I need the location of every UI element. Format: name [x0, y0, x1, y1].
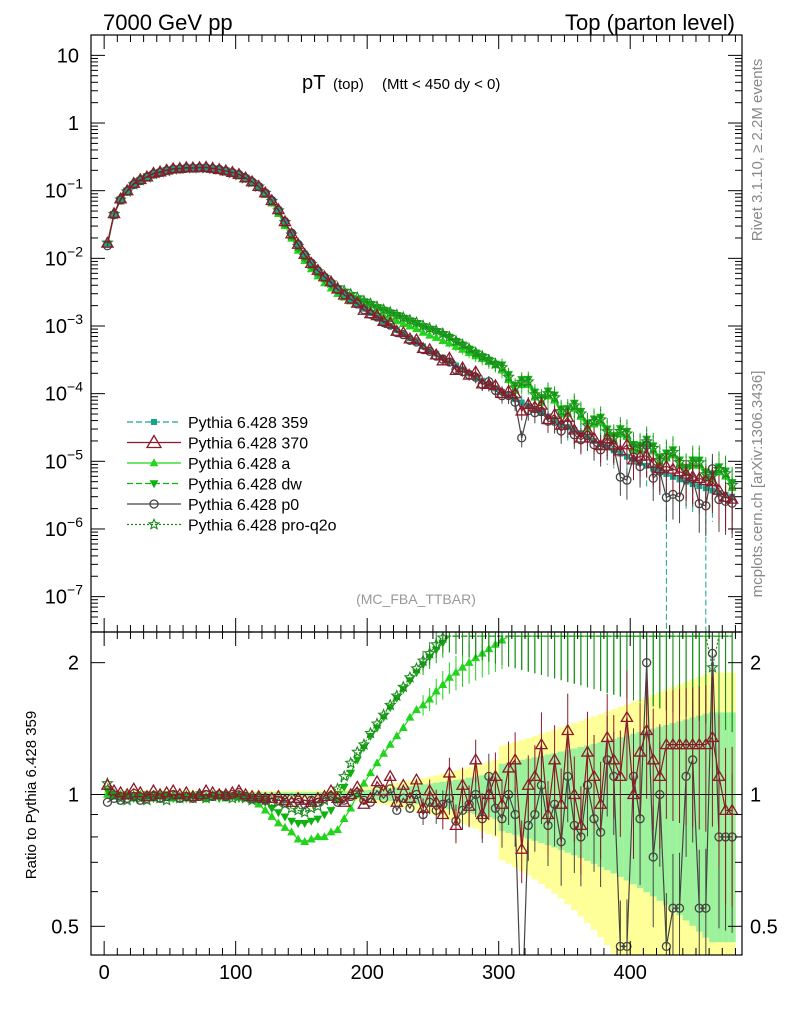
x-tick-label: 100 [219, 962, 252, 984]
legend-label: Pythia 6.428 a [188, 456, 290, 473]
legend-label: Pythia 6.428 359 [188, 415, 308, 432]
series-p359 [104, 165, 735, 632]
ratio-marker-pa [445, 673, 454, 681]
mcplots-label: mcplots.cern.ch [arXiv:1306.3436] [749, 371, 766, 598]
x-tick-label: 300 [482, 962, 515, 984]
y-tick-label: 10−5 [45, 446, 83, 473]
ratio-y-tick-label-left: 0.5 [51, 916, 79, 938]
ratio-marker-pa [340, 814, 349, 822]
ratio-marker-pa [320, 832, 329, 840]
ratio-marker-pa [281, 823, 290, 831]
legend-item-pp0: Pythia 6.428 p0 [127, 497, 299, 514]
x-tick-label: 400 [614, 962, 647, 984]
ratio-marker-pdw [327, 807, 336, 815]
y-tick-label: 10−6 [45, 514, 83, 541]
main-plot-area [102, 162, 738, 632]
y-tick-label: 10−2 [45, 243, 83, 270]
ratio-marker-pa [287, 827, 296, 835]
ratio-marker-pdw [281, 813, 290, 821]
ratio-marker-pa [452, 668, 461, 676]
legend-marker [147, 436, 161, 448]
analysis-tag: (MC_FBA_TTBAR) [356, 591, 476, 607]
ratio-marker-pdw [320, 811, 329, 819]
y-tick-label: 10−7 [45, 582, 83, 609]
ratio-marker-pa [359, 779, 368, 787]
legend-item-p359: Pythia 6.428 359 [127, 415, 308, 432]
ratio-marker-pa [333, 825, 342, 833]
y-tick-label: 10−1 [45, 176, 83, 203]
legend-marker [149, 519, 159, 528]
plot-canvas: 10110−110−210−310−410−510−610−7 0.5 0.51 1… [0, 0, 786, 1024]
legend-marker [151, 419, 157, 425]
rivet-label: Rivet 3.1.10, ≥ 2.2M events [749, 59, 766, 242]
plot-title-sub1: (top) [333, 76, 364, 93]
ratio-panel: 0.5 0.5 1 1 2 2 0 100 200 300 400 [51, 586, 778, 1024]
legend-item-pdw: Pythia 6.428 dw [127, 477, 302, 494]
y-tick-label: 10 [57, 45, 79, 67]
y-tick-label: 10−3 [45, 311, 83, 338]
ratio-y-tick-label-left: 2 [68, 653, 79, 675]
ratio-marker-pp0 [518, 1019, 526, 1024]
header-left: 7000 GeV pp [103, 10, 233, 35]
ratio-marker-pa [458, 663, 467, 671]
ratio-plot-area [91, 586, 742, 1024]
legend-marker [150, 480, 159, 488]
y-tick-label: 10−4 [45, 379, 83, 406]
ratio-y-tick-label-right: 2 [750, 653, 761, 675]
legend-label: Pythia 6.428 pro-q2o [188, 518, 337, 535]
ratio-marker-pdw [300, 820, 309, 828]
ratio-marker-pa [399, 723, 408, 731]
ratio-marker-ppro [346, 758, 356, 767]
legend-label: Pythia 6.428 dw [188, 477, 302, 494]
ratio-y-tick-label-left: 1 [68, 784, 79, 806]
x-tick-label: 0 [99, 962, 110, 984]
ratio-marker-pdw [274, 809, 283, 817]
legend-item-ppro: Pythia 6.428 pro-q2o [127, 518, 337, 535]
plot-title-main: pT [302, 72, 325, 94]
ratio-marker-pa [465, 658, 474, 666]
legend-item-pa: Pythia 6.428 a [127, 456, 290, 473]
ratio-y-tick-label-right: 0.5 [750, 916, 778, 938]
legend-label: Pythia 6.428 370 [188, 436, 308, 453]
legend: Pythia 6.428 359 Pythia 6.428 370 Pythia 6… [127, 415, 337, 535]
ratio-marker-pdw [287, 818, 296, 826]
main-panel: 10 1 10−1 10−2 10−3 10−4 10−5 10−6 10−7 [45, 35, 742, 632]
ratio-marker-ppro [405, 672, 415, 681]
legend-label: Pythia 6.428 p0 [188, 497, 299, 514]
ratio-marker-pa [346, 803, 355, 811]
ratio-marker-pa [412, 705, 421, 713]
ratio-marker-pdw [353, 757, 362, 765]
y-tick-label: 1 [68, 113, 79, 135]
ratio-y-tick-label-right: 1 [750, 784, 761, 806]
ratio-ylabel: Ratio to Pythia 6.428 359 [23, 711, 40, 879]
plot-title-sub2: (Mtt < 450 dy < 0) [382, 76, 500, 93]
header-right: Top (parton level) [565, 10, 735, 35]
legend-marker [150, 458, 159, 466]
x-tick-label: 200 [350, 962, 383, 984]
legend-item-p370: Pythia 6.428 370 [127, 436, 308, 453]
